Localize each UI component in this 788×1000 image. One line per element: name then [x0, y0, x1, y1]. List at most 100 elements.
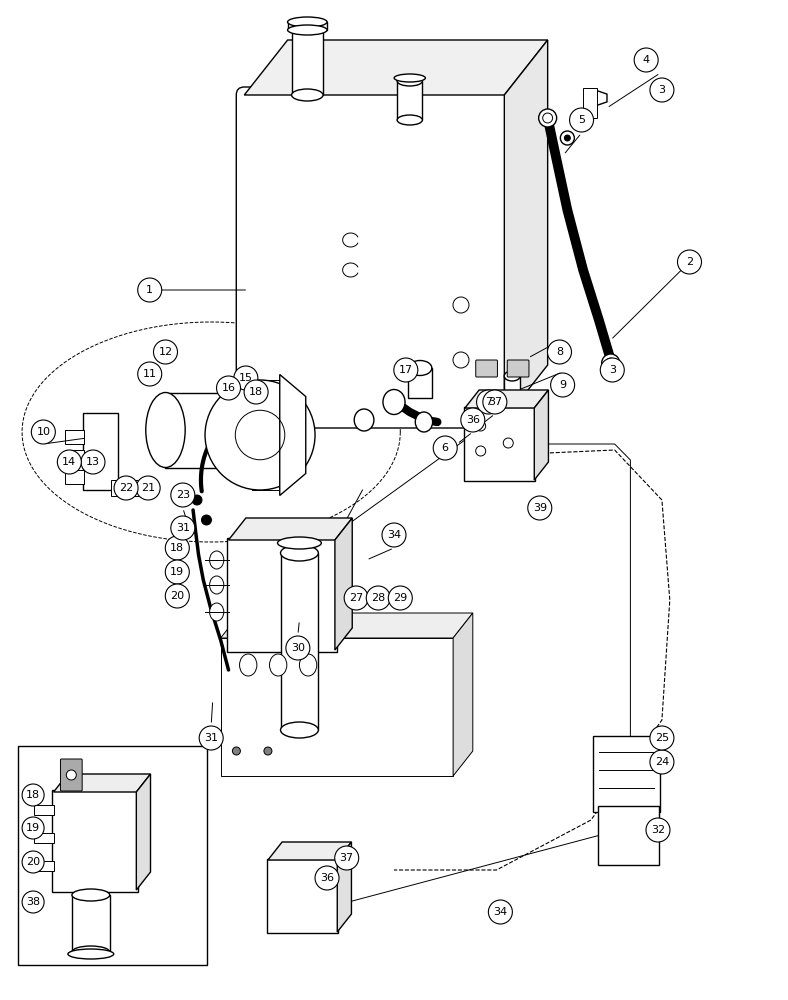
Text: 37: 37 — [488, 397, 502, 407]
Circle shape — [570, 108, 593, 132]
Text: 14: 14 — [62, 457, 76, 467]
Text: 31: 31 — [176, 523, 190, 533]
Polygon shape — [504, 376, 520, 396]
Ellipse shape — [269, 654, 287, 676]
Circle shape — [171, 516, 195, 540]
Polygon shape — [280, 374, 306, 495]
Polygon shape — [268, 842, 351, 860]
FancyBboxPatch shape — [83, 413, 117, 490]
Polygon shape — [136, 774, 151, 890]
Circle shape — [22, 817, 44, 839]
Ellipse shape — [397, 115, 422, 125]
Text: 18: 18 — [249, 387, 263, 397]
FancyBboxPatch shape — [226, 538, 337, 652]
Text: 34: 34 — [493, 907, 507, 917]
Polygon shape — [34, 861, 54, 871]
Text: 20: 20 — [170, 591, 184, 601]
Ellipse shape — [415, 412, 433, 432]
Polygon shape — [585, 90, 607, 106]
Ellipse shape — [397, 76, 422, 86]
FancyBboxPatch shape — [236, 87, 512, 428]
Circle shape — [528, 496, 552, 520]
Ellipse shape — [210, 603, 224, 621]
Text: 3: 3 — [609, 365, 615, 375]
Ellipse shape — [281, 722, 318, 738]
Text: 1: 1 — [147, 285, 153, 295]
FancyBboxPatch shape — [464, 407, 535, 481]
Circle shape — [199, 726, 223, 750]
Ellipse shape — [72, 946, 110, 958]
Circle shape — [634, 48, 658, 72]
FancyBboxPatch shape — [267, 859, 338, 933]
Circle shape — [366, 586, 390, 610]
Text: 8: 8 — [556, 347, 563, 357]
Circle shape — [154, 340, 177, 364]
FancyBboxPatch shape — [61, 759, 82, 791]
FancyBboxPatch shape — [51, 790, 139, 892]
Text: 16: 16 — [221, 383, 236, 393]
Circle shape — [388, 586, 412, 610]
Polygon shape — [221, 638, 453, 776]
Text: 29: 29 — [393, 593, 407, 603]
Text: 15: 15 — [239, 373, 253, 383]
Polygon shape — [408, 368, 432, 398]
Ellipse shape — [146, 392, 185, 468]
Polygon shape — [292, 26, 323, 95]
Circle shape — [477, 390, 500, 414]
Circle shape — [650, 78, 674, 102]
Ellipse shape — [383, 389, 405, 414]
Text: 25: 25 — [655, 733, 669, 743]
Text: 7: 7 — [485, 397, 492, 407]
Ellipse shape — [72, 889, 110, 901]
Text: 36: 36 — [320, 873, 334, 883]
Text: 10: 10 — [36, 427, 50, 437]
Text: 3: 3 — [659, 85, 665, 95]
Polygon shape — [504, 40, 548, 420]
Ellipse shape — [292, 89, 323, 101]
Text: 27: 27 — [349, 593, 363, 603]
Circle shape — [22, 784, 44, 806]
Polygon shape — [281, 553, 318, 730]
Circle shape — [286, 636, 310, 660]
Circle shape — [22, 891, 44, 913]
FancyBboxPatch shape — [507, 360, 529, 377]
FancyBboxPatch shape — [593, 736, 660, 812]
Text: 19: 19 — [170, 567, 184, 577]
Circle shape — [138, 362, 162, 386]
Text: 21: 21 — [141, 483, 155, 493]
Text: 24: 24 — [655, 757, 669, 767]
Text: 39: 39 — [533, 503, 547, 513]
Circle shape — [171, 483, 195, 507]
Ellipse shape — [68, 949, 113, 959]
Text: 37: 37 — [340, 853, 354, 863]
Circle shape — [165, 584, 189, 608]
Ellipse shape — [277, 537, 322, 549]
Circle shape — [548, 340, 571, 364]
Text: 30: 30 — [291, 643, 305, 653]
Circle shape — [539, 109, 556, 127]
Ellipse shape — [394, 74, 426, 82]
Circle shape — [22, 851, 44, 873]
Circle shape — [244, 380, 268, 404]
Text: 2: 2 — [686, 257, 693, 267]
Circle shape — [335, 846, 359, 870]
Circle shape — [32, 420, 55, 444]
Polygon shape — [252, 380, 280, 490]
Ellipse shape — [225, 392, 264, 468]
Polygon shape — [65, 430, 84, 444]
Circle shape — [205, 380, 315, 490]
Ellipse shape — [408, 360, 432, 375]
Polygon shape — [221, 613, 473, 638]
Text: 12: 12 — [158, 347, 173, 357]
Polygon shape — [72, 895, 110, 952]
Ellipse shape — [354, 409, 374, 431]
Circle shape — [476, 446, 485, 456]
Text: 38: 38 — [26, 897, 40, 907]
Circle shape — [433, 436, 457, 460]
Circle shape — [543, 113, 552, 123]
Ellipse shape — [504, 371, 520, 381]
Circle shape — [202, 515, 211, 525]
FancyBboxPatch shape — [111, 480, 131, 496]
Circle shape — [138, 278, 162, 302]
Polygon shape — [337, 842, 351, 932]
